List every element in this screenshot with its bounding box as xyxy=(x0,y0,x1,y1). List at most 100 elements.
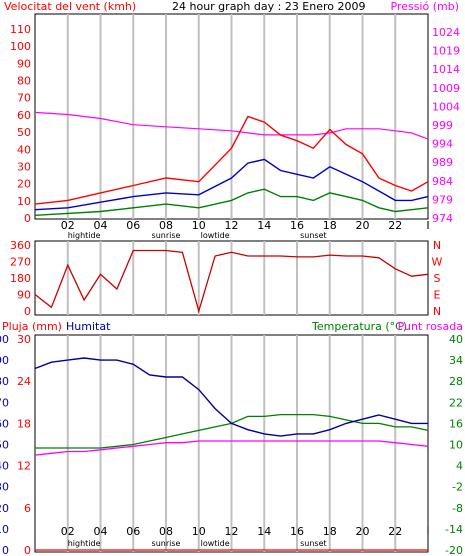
humidity-tick-label: 30 xyxy=(0,481,9,494)
x-tick-label: 18 xyxy=(323,219,337,232)
wind-gust-line xyxy=(34,115,429,205)
rain-tick-label: 30 xyxy=(17,333,31,346)
pressure-tick-label: 1024 xyxy=(432,26,460,39)
wind-tick-label: 30 xyxy=(17,160,31,173)
x-tick-label: 14 xyxy=(257,525,271,538)
humidity-tick-label: 60 xyxy=(0,417,9,430)
humidity-tick-label: 0 xyxy=(2,544,9,556)
temperature-tick-label: 28 xyxy=(449,375,463,388)
x-tick-label: 16 xyxy=(290,219,304,232)
dewpoint-line xyxy=(34,440,429,456)
x-tick-label: 04 xyxy=(94,219,108,232)
wind-tick-label: 60 xyxy=(17,109,31,122)
x-tick-label: 16 xyxy=(290,525,304,538)
direction-tick-label: 0 xyxy=(24,305,31,318)
wind-direction-line xyxy=(34,249,429,314)
wind-tick-label: 80 xyxy=(17,75,31,88)
rain-axis-title: Pluja (mm) xyxy=(2,320,62,333)
pressure-tick-label: 1019 xyxy=(432,45,460,58)
x-tick-label: I xyxy=(426,219,429,232)
x-tick-label: 22 xyxy=(388,525,402,538)
direction-letter: N xyxy=(433,305,441,318)
temperature-tick-label: 16 xyxy=(449,417,463,430)
pressure-tick-label: 979 xyxy=(432,193,453,206)
direction-letter: W xyxy=(432,256,443,269)
wind-minimum-line xyxy=(34,188,429,216)
x-tick-label: 22 xyxy=(388,219,402,232)
event-label: sunrise xyxy=(152,231,181,240)
direction-tick-label: 360 xyxy=(10,239,31,252)
x-tick-label: 10 xyxy=(192,219,206,232)
humidity-rain-ticks: 0 10 20 30 40 50 60 70 80 90 100 0 6 12 18 24 30 xyxy=(0,333,31,556)
pressure-tick-label: 1004 xyxy=(432,100,460,113)
direction-letter: S xyxy=(434,272,441,285)
event-label: lowtide xyxy=(201,539,230,548)
x-tick-label: 12 xyxy=(225,219,239,232)
wind-pressure-series xyxy=(34,111,429,216)
direction-letter: N xyxy=(433,239,441,252)
pressure-tick-label: 984 xyxy=(432,175,453,188)
temperature-tick-label: -8 xyxy=(452,502,463,515)
rain-tick-label: 24 xyxy=(17,375,31,388)
pressure-tick-label: 974 xyxy=(432,212,453,225)
pressure-tick-label: 989 xyxy=(432,156,453,169)
temperature-tick-label: -2 xyxy=(452,481,463,494)
rain-tick-label: 0 xyxy=(24,544,31,556)
humidity-tick-label: 100 xyxy=(0,333,9,346)
wind-tick-label: 50 xyxy=(17,126,31,139)
event-label: hightide xyxy=(68,539,101,548)
direction-tick-label: 270 xyxy=(10,256,31,269)
x-tick-label: 20 xyxy=(356,525,370,538)
graph-title: 24 hour graph day : 23 Enero 2009 xyxy=(172,0,366,13)
wind-tick-label: 90 xyxy=(17,57,31,70)
rain-tick-label: 18 xyxy=(17,417,31,430)
humidity-axis-title: Humitat xyxy=(66,320,111,333)
temperature-tick-label: 22 xyxy=(449,396,463,409)
rain-tick-label: 12 xyxy=(17,460,31,473)
rain-tick-label: 6 xyxy=(24,502,31,515)
direction-tick-label: 180 xyxy=(10,272,31,285)
temperature-tick-label: 10 xyxy=(449,439,463,452)
x-tick-label: 08 xyxy=(159,219,173,232)
humidity-temperature-series xyxy=(34,357,429,551)
event-label: sunrise xyxy=(152,539,181,548)
wind-direction-series xyxy=(34,249,429,314)
event-label: sunset xyxy=(300,231,327,240)
pressure-tick-label: 1009 xyxy=(432,82,460,95)
x-tick-label: 10 xyxy=(192,525,206,538)
event-label: sunset xyxy=(300,539,327,548)
x-tick-label: 04 xyxy=(94,525,108,538)
wind-speed-ticks: 0 10 20 30 40 50 60 70 80 90 100 110 xyxy=(10,23,31,225)
x-tick-label: 18 xyxy=(323,525,337,538)
direction-tick-label: 90 xyxy=(17,289,31,302)
x-tick-label: 08 xyxy=(159,525,173,538)
wind-tick-label: 20 xyxy=(17,178,31,191)
direction-ticks: 360 270 180 90 0 xyxy=(10,239,31,318)
humidity-tick-label: 80 xyxy=(0,375,9,388)
event-label: lowtide xyxy=(201,231,230,240)
direction-letter: E xyxy=(434,289,441,302)
temperature-tick-label: 4 xyxy=(456,460,463,473)
x-tick-label: 02 xyxy=(61,525,75,538)
x-tick-label: 20 xyxy=(356,219,370,232)
x-tick-label: 12 xyxy=(225,525,239,538)
wind-axis-title: Velocitat del vent (kmh) xyxy=(4,0,136,13)
wind-tick-label: 100 xyxy=(10,40,31,53)
temperature-tick-label: -14 xyxy=(445,523,463,536)
x-tick-label: 06 xyxy=(126,525,140,538)
pressure-tick-label: 994 xyxy=(432,138,453,151)
x-tick-label: 02 xyxy=(61,219,75,232)
humidity-tick-label: 10 xyxy=(0,523,9,536)
event-label: hightide xyxy=(68,231,101,240)
pressure-axis-title: Pressió (mb) xyxy=(390,0,459,13)
x-tick-label: 06 xyxy=(126,219,140,232)
humidity-tick-label: 20 xyxy=(0,502,9,515)
pressure-ticks: 974 979 984 989 994 999 1004 1009 1014 1019 1024 xyxy=(432,26,460,225)
humidity-temperature-grid xyxy=(66,335,397,552)
wind-tick-label: 70 xyxy=(17,92,31,105)
humidity-tick-label: 90 xyxy=(0,354,9,367)
temperature-tick-label: 40 xyxy=(449,333,463,346)
